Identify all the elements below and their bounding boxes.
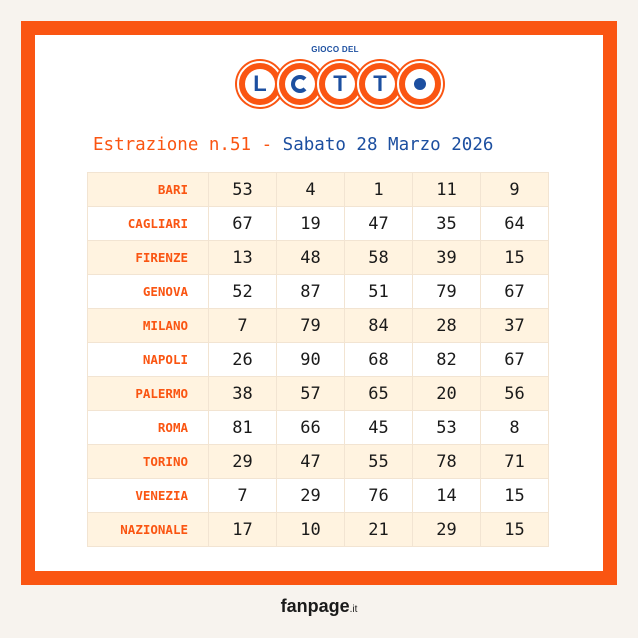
draw-number: Estrazione n.51 - — [93, 135, 273, 155]
drawn-number: 67 — [480, 274, 549, 309]
city-name: PALERMO — [87, 376, 209, 411]
drawn-number: 87 — [276, 274, 345, 309]
draw-row: TORINO 29 47 55 78 71 — [87, 444, 549, 479]
logo-ball: L — [237, 61, 283, 107]
drawn-number: 10 — [276, 512, 345, 547]
results-frame: GIOCO DEL L T T Estrazione n.51 - Sabato… — [21, 21, 617, 585]
draw-row: ROMA 81 66 45 53 8 — [87, 410, 549, 445]
drawn-number: 79 — [276, 308, 345, 343]
city-name: CAGLIARI — [87, 206, 209, 241]
drawn-number: 48 — [276, 240, 345, 275]
drawn-number: 82 — [412, 342, 481, 377]
draw-row: VENEZIA 7 29 76 14 15 — [87, 478, 549, 513]
drawn-number: 21 — [344, 512, 413, 547]
drawn-number: 19 — [276, 206, 345, 241]
city-name: BARI — [87, 172, 209, 207]
draw-row: NAZIONALE 17 10 21 29 15 — [87, 512, 549, 547]
drawn-number: 17 — [208, 512, 277, 547]
drawn-number: 58 — [344, 240, 413, 275]
draw-row: CAGLIARI 67 19 47 35 64 — [87, 206, 549, 241]
drawn-number: 14 — [412, 478, 481, 513]
drawn-number: 29 — [412, 512, 481, 547]
draw-date: Sabato 28 Marzo 2026 — [282, 135, 494, 155]
drawn-number: 52 — [208, 274, 277, 309]
swirl-icon — [291, 75, 309, 93]
drawn-number: 1 — [344, 172, 413, 207]
city-name: MILANO — [87, 308, 209, 343]
drawn-number: 56 — [480, 376, 549, 411]
draw-row: NAPOLI 26 90 68 82 67 — [87, 342, 549, 377]
drawn-number: 64 — [480, 206, 549, 241]
logo-ball: T — [317, 61, 363, 107]
drawn-number: 4 — [276, 172, 345, 207]
lotto-logo: GIOCO DEL L T T — [235, 45, 443, 125]
drawn-number: 81 — [208, 410, 277, 445]
drawn-number: 15 — [480, 512, 549, 547]
drawn-number: 67 — [480, 342, 549, 377]
drawn-number: 51 — [344, 274, 413, 309]
fanpage-logo: fanpage.it — [0, 596, 638, 617]
logo-balls: L T T — [237, 59, 443, 109]
logo-ball: T — [357, 61, 403, 107]
drawn-number: 76 — [344, 478, 413, 513]
draw-row: PALERMO 38 57 65 20 56 — [87, 376, 549, 411]
logo-top-text: GIOCO DEL — [311, 45, 359, 54]
city-name: GENOVA — [87, 274, 209, 309]
drawn-number: 68 — [344, 342, 413, 377]
draw-row: BARI 53 4 1 11 9 — [87, 172, 549, 207]
drawn-number: 37 — [480, 308, 549, 343]
drawn-number: 47 — [276, 444, 345, 479]
drawn-number: 15 — [480, 478, 549, 513]
logo-ball — [397, 61, 443, 107]
drawn-number: 65 — [344, 376, 413, 411]
logo-letter: T — [325, 69, 355, 99]
city-name: FIRENZE — [87, 240, 209, 275]
city-name: NAZIONALE — [87, 512, 209, 547]
logo-letter: T — [365, 69, 395, 99]
drawn-number: 7 — [208, 478, 277, 513]
draw-row: FIRENZE 13 48 58 39 15 — [87, 240, 549, 275]
footer-brand: fanpage — [280, 596, 350, 616]
draw-row: GENOVA 52 87 51 79 67 — [87, 274, 549, 309]
drawn-number: 29 — [276, 478, 345, 513]
city-name: ROMA — [87, 410, 209, 445]
draw-results-table: BARI 53 4 1 11 9 CAGLIARI 67 19 47 35 64 FIRENZE 13 48… — [87, 172, 549, 547]
drawn-number: 67 — [208, 206, 277, 241]
city-name: NAPOLI — [87, 342, 209, 377]
draw-row: MILANO 7 79 84 28 37 — [87, 308, 549, 343]
drawn-number: 26 — [208, 342, 277, 377]
drawn-number: 7 — [208, 308, 277, 343]
drawn-number: 8 — [480, 410, 549, 445]
draw-header: Estrazione n.51 - Sabato 28 Marzo 2026 — [93, 135, 493, 155]
drawn-number: 20 — [412, 376, 481, 411]
dot-icon — [414, 78, 426, 90]
drawn-number: 57 — [276, 376, 345, 411]
drawn-number: 47 — [344, 206, 413, 241]
drawn-number: 55 — [344, 444, 413, 479]
drawn-number: 90 — [276, 342, 345, 377]
drawn-number: 13 — [208, 240, 277, 275]
drawn-number: 79 — [412, 274, 481, 309]
drawn-number: 29 — [208, 444, 277, 479]
logo-dot — [405, 69, 435, 99]
drawn-number: 9 — [480, 172, 549, 207]
drawn-number: 71 — [480, 444, 549, 479]
drawn-number: 39 — [412, 240, 481, 275]
logo-swirl — [285, 69, 315, 99]
footer-tld: .it — [349, 604, 358, 615]
drawn-number: 11 — [412, 172, 481, 207]
drawn-number: 53 — [412, 410, 481, 445]
drawn-number: 66 — [276, 410, 345, 445]
drawn-number: 78 — [412, 444, 481, 479]
drawn-number: 38 — [208, 376, 277, 411]
drawn-number: 28 — [412, 308, 481, 343]
drawn-number: 35 — [412, 206, 481, 241]
drawn-number: 84 — [344, 308, 413, 343]
logo-letter: L — [245, 69, 275, 99]
drawn-number: 15 — [480, 240, 549, 275]
city-name: TORINO — [87, 444, 209, 479]
city-name: VENEZIA — [87, 478, 209, 513]
drawn-number: 45 — [344, 410, 413, 445]
drawn-number: 53 — [208, 172, 277, 207]
